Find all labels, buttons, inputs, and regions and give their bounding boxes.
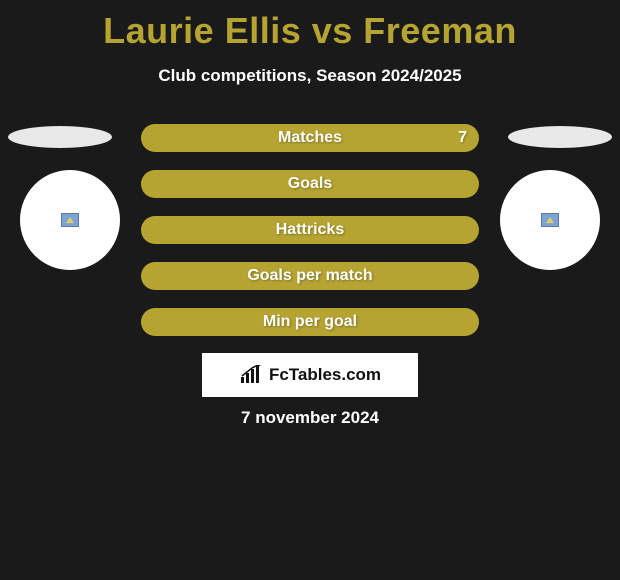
stat-value: 7 — [458, 129, 467, 147]
placeholder-icon — [61, 213, 79, 227]
brand-chart-icon — [239, 365, 265, 385]
brand-label: FcTables.com — [269, 365, 381, 385]
player-avatar-right — [500, 170, 600, 270]
brand-box: FcTables.com — [202, 353, 418, 397]
stat-bar-goals-per-match: Goals per match — [141, 262, 479, 290]
stat-label: Goals per match — [247, 267, 372, 285]
stat-bar-goals: Goals — [141, 170, 479, 198]
stat-bar-matches: Matches 7 — [141, 124, 479, 152]
stat-label: Min per goal — [263, 313, 357, 331]
shadow-ellipse-left — [8, 126, 112, 148]
stat-label: Hattricks — [276, 221, 344, 239]
placeholder-icon — [541, 213, 559, 227]
stat-bar-hattricks: Hattricks — [141, 216, 479, 244]
subtitle: Club competitions, Season 2024/2025 — [0, 66, 620, 86]
stat-bar-min-per-goal: Min per goal — [141, 308, 479, 336]
stats-bars: Matches 7 Goals Hattricks Goals per matc… — [141, 124, 479, 336]
date-label: 7 november 2024 — [0, 408, 620, 428]
page-title: Laurie Ellis vs Freeman — [0, 0, 620, 52]
shadow-ellipse-right — [508, 126, 612, 148]
stat-label: Goals — [288, 175, 332, 193]
player-avatar-left — [20, 170, 120, 270]
stat-label: Matches — [278, 129, 342, 147]
